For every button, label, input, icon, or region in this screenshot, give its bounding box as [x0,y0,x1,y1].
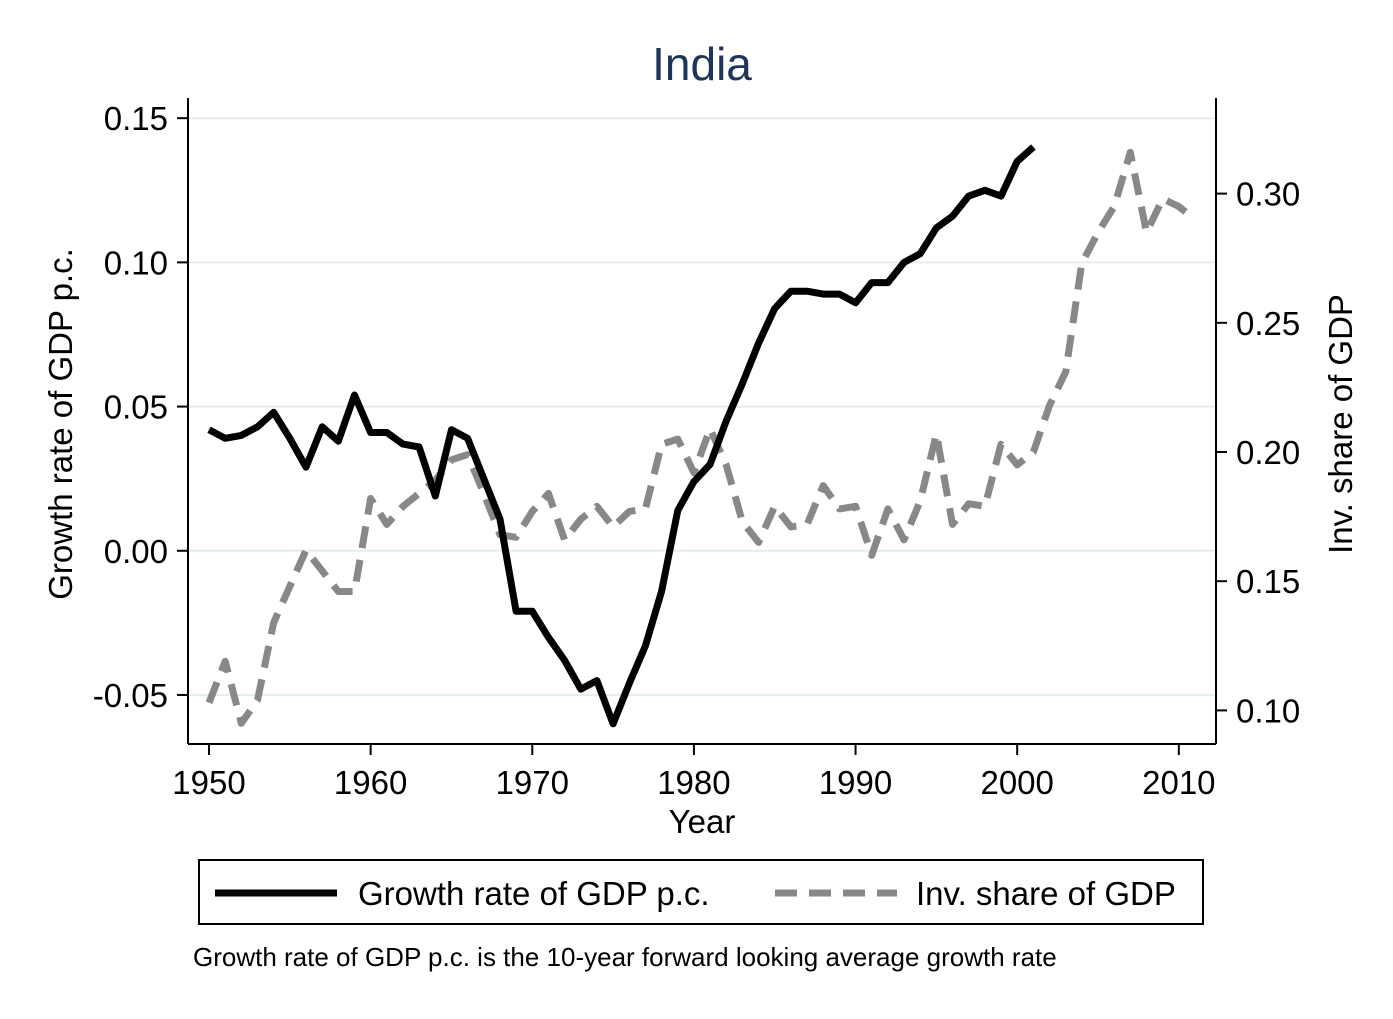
x-axis-title: Year [669,803,736,840]
y-left-tick-label-3: 0.00 [104,533,168,570]
x-tick-label-5: 2000 [980,764,1053,801]
y-left-tick-label-2: 0.05 [104,389,168,426]
y-left-tick-label-1: 0.10 [104,244,168,281]
legend-label-investment: Inv. share of GDP [916,875,1176,912]
chart-note: Growth rate of GDP p.c. is the 10-year f… [193,942,1057,972]
y-left-tick-label-0: 0.15 [104,100,168,137]
series-line-growth-rate [207,144,1036,728]
legend: Growth rate of GDP p.c. Inv. share of GD… [198,859,1204,925]
x-tick-label-2: 1970 [496,764,569,801]
x-tick-label-0: 1950 [172,764,245,801]
x-tick-label-6: 2010 [1142,764,1215,801]
series-line-investment-share [205,148,1198,727]
legend-label-growth: Growth rate of GDP p.c. [358,875,710,912]
y-right-axis-title: Inv. share of GDP [1322,294,1359,554]
y-right-tick-label-4: 0.10 [1236,692,1300,729]
x-tick-label-1: 1960 [334,764,407,801]
gridlines [188,117,1216,696]
x-tick-label-3: 1980 [657,764,730,801]
x-tick-label-4: 1990 [819,764,892,801]
y-left-axis-title: Growth rate of GDP p.c. [42,248,79,600]
chart-title: India [652,38,752,90]
y-right-tick-label-3: 0.15 [1236,563,1300,600]
y-left-tick-label-4: -0.05 [93,677,168,714]
y-right-tick-label-0: 0.30 [1236,176,1300,213]
y-right-tick-label-1: 0.25 [1236,305,1300,342]
series-layer [205,144,1198,728]
axes: 1950 1960 1970 1980 1990 2000 2010 0.15 0.10 0.05… [93,98,1300,801]
legend-box [198,859,1204,925]
y-right-tick-label-2: 0.20 [1236,434,1300,471]
